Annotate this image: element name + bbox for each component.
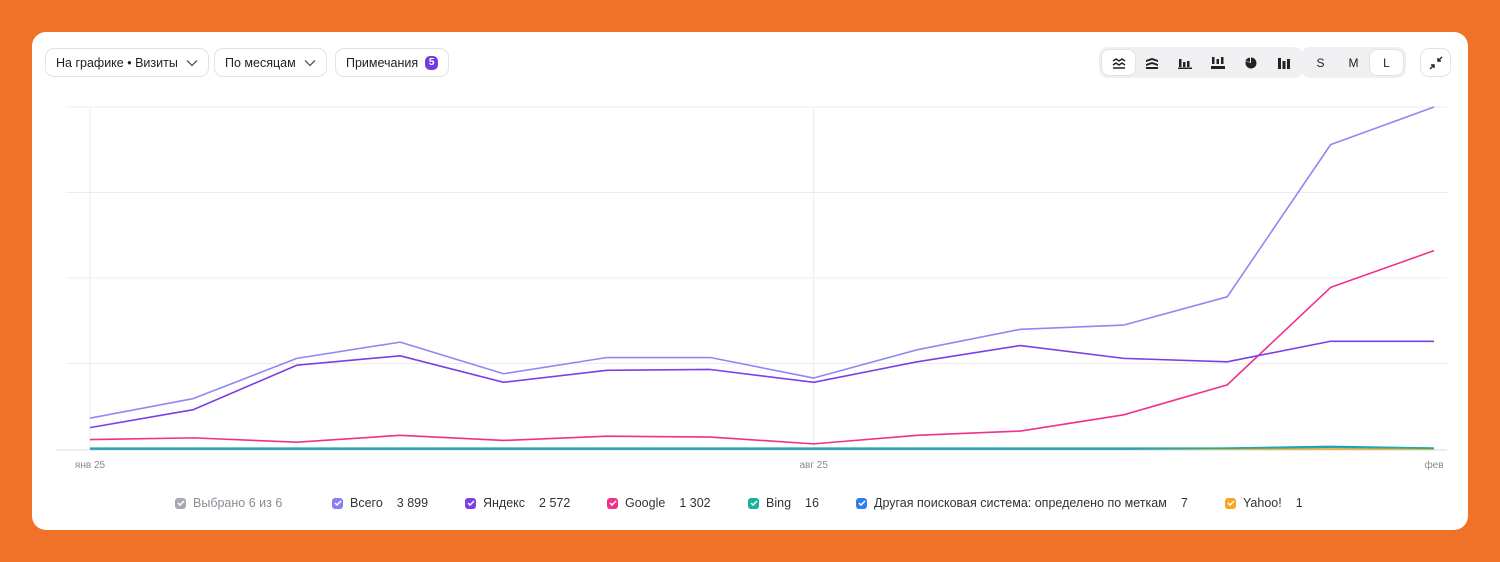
- collapse-button[interactable]: [1420, 48, 1451, 77]
- series-line[interactable]: [89, 106, 1435, 420]
- column-chart-button[interactable]: [1267, 50, 1300, 75]
- legend-item[interactable]: Yahoo! 1: [1225, 496, 1303, 510]
- legend-item-value: 3 899: [396, 496, 429, 510]
- size-m-label: M: [1348, 55, 1359, 70]
- x-tick-label: авг 25: [799, 460, 828, 471]
- legend-item-label: Google: [625, 496, 666, 510]
- checkbox-icon: [465, 497, 476, 509]
- metric-dropdown-label: На графике • Визиты: [56, 55, 178, 70]
- size-l-button[interactable]: L: [1370, 50, 1403, 75]
- series-line[interactable]: [89, 249, 1435, 445]
- legend-item-value: 7: [1180, 496, 1188, 510]
- line-chart: янв 25 авг 25 фев: [56, 106, 1447, 471]
- chevron-down-icon: [304, 59, 316, 66]
- size-s-button[interactable]: S: [1304, 50, 1337, 75]
- legend-item[interactable]: Яндекс 2 572: [465, 496, 570, 510]
- legend-item-label: Другая поисковая система: определено по …: [874, 496, 1167, 510]
- series-line[interactable]: [89, 340, 1434, 429]
- size-switcher: S M L: [1301, 47, 1406, 78]
- checkbox-icon: [1225, 497, 1236, 509]
- line-chart-button[interactable]: [1102, 50, 1135, 75]
- period-dropdown[interactable]: По месяцам: [214, 48, 327, 77]
- pie-chart-button[interactable]: [1234, 50, 1267, 75]
- legend-item-label: Яндекс: [483, 496, 526, 510]
- line-chart-icon: [1112, 57, 1125, 69]
- notes-button[interactable]: Примечания 5: [335, 48, 450, 77]
- period-dropdown-label: По месяцам: [225, 55, 296, 70]
- legend-item[interactable]: Всего 3 899: [332, 496, 428, 510]
- bar-chart-button[interactable]: [1168, 50, 1201, 75]
- checkbox-icon: [607, 497, 618, 509]
- legend-item-value: 1 302: [679, 496, 711, 510]
- stacked-bar-button[interactable]: [1201, 50, 1234, 75]
- legend-item-value: 2 572: [539, 496, 571, 510]
- area-chart-icon: [1145, 57, 1158, 69]
- notes-count-badge: 5: [425, 55, 439, 70]
- chart-type-switcher: [1099, 47, 1303, 78]
- legend-item-label: Всего: [350, 496, 383, 510]
- checkbox-icon: [856, 497, 867, 509]
- size-s-label: S: [1316, 55, 1325, 70]
- legend-select-all[interactable]: Выбрано 6 из 6: [175, 496, 282, 510]
- collapse-arrows-icon: [1429, 56, 1442, 69]
- area-chart-button[interactable]: [1135, 50, 1168, 75]
- chevron-down-icon: [186, 59, 198, 66]
- column-chart-icon: [1277, 57, 1290, 69]
- size-m-button[interactable]: M: [1337, 50, 1370, 75]
- checkbox-icon: [175, 497, 186, 509]
- metric-dropdown[interactable]: На графике • Визиты: [45, 48, 209, 77]
- pie-chart-icon: [1244, 57, 1256, 68]
- x-tick-label: янв 25: [75, 460, 106, 471]
- legend-item-value: 16: [805, 496, 819, 510]
- legend-item-value: 1: [1295, 496, 1303, 510]
- legend-item[interactable]: Google 1 302: [607, 496, 711, 510]
- x-tick-label: фев: [1424, 459, 1443, 471]
- legend-item-label: Bing: [766, 496, 792, 510]
- bar-chart-icon: [1177, 58, 1192, 69]
- checkbox-icon: [332, 497, 343, 509]
- size-l-label: L: [1383, 55, 1390, 70]
- series-line[interactable]: [90, 446, 1435, 449]
- legend-item[interactable]: Bing 16: [748, 496, 819, 510]
- legend: Выбрано 6 из 6 Всего 3 899 Яндекс 2 572 Goog…: [32, 496, 1468, 514]
- checkbox-icon: [748, 497, 759, 509]
- chart-card: На графике • Визиты По месяцам Примечани…: [32, 32, 1468, 530]
- stacked-bar-icon: [1210, 56, 1225, 69]
- legend-selected-label: Выбрано 6 из 6: [193, 496, 283, 510]
- legend-item-label: Yahoo!: [1243, 496, 1282, 510]
- notes-button-label: Примечания: [346, 55, 419, 70]
- legend-item[interactable]: Другая поисковая система: определено по …: [856, 496, 1188, 510]
